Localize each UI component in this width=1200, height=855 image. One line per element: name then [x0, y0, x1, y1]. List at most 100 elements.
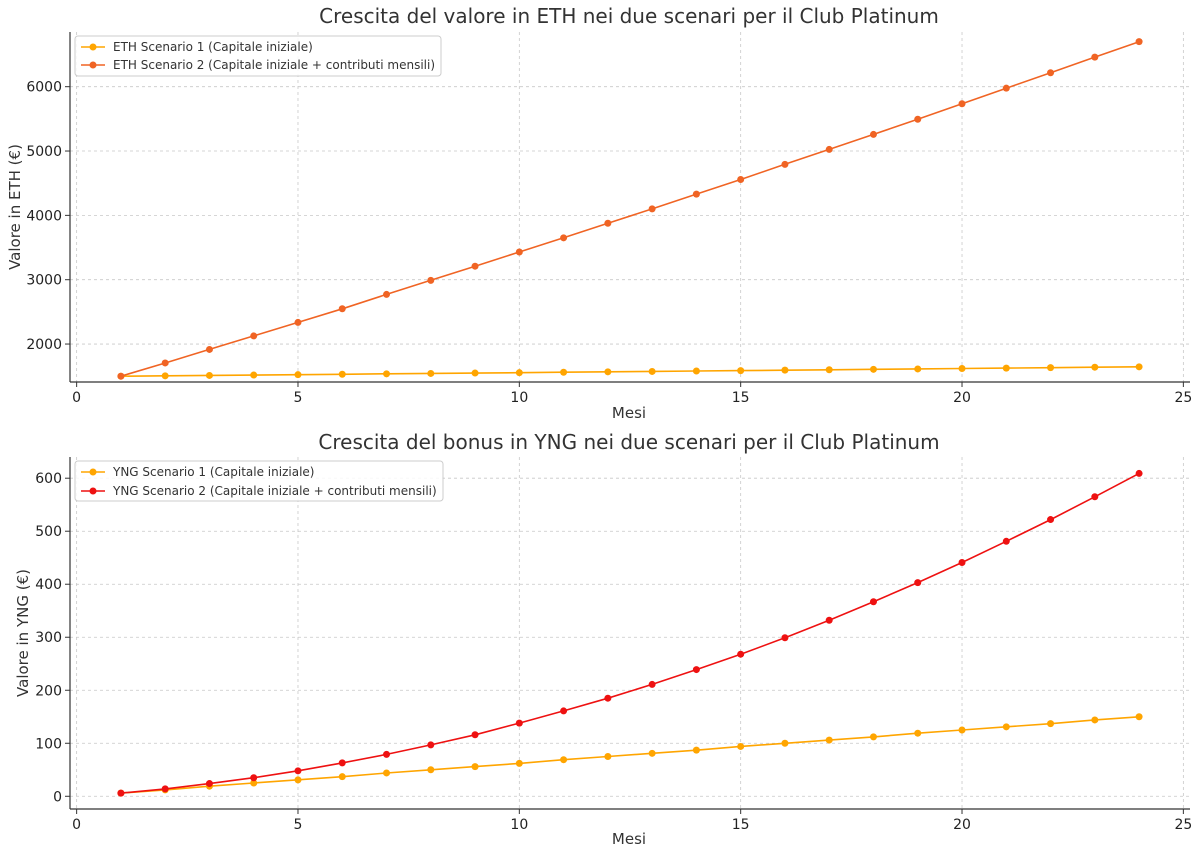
eth-series-2-point: [294, 318, 302, 326]
yng-legend-label-1: YNG Scenario 1 (Capitale iniziale): [112, 465, 314, 479]
eth-series-2-point: [205, 345, 213, 353]
eth-y-tick-label: 4000: [26, 208, 62, 224]
eth-series-2-point: [117, 372, 125, 380]
eth-series-2-point: [958, 100, 966, 108]
yng-series-1-point: [825, 736, 833, 744]
eth-series: [117, 38, 1143, 380]
yng-x-tick-label: 0: [72, 817, 81, 833]
yng-series-2-point: [205, 780, 213, 788]
eth-x-axis-label: Mesi: [612, 404, 646, 422]
yng-series-2-point: [604, 694, 612, 702]
yng-series-2-point: [338, 759, 346, 767]
eth-chart-title: Crescita del valore in ETH nei due scena…: [319, 4, 939, 28]
yng-y-tick-label: 200: [35, 683, 62, 699]
eth-x-tick-label: 20: [953, 390, 971, 406]
eth-series-1-point: [648, 367, 656, 375]
eth-series-1-point: [604, 368, 612, 376]
eth-series-1-point: [1135, 363, 1143, 371]
yng-series-2-line: [120, 472, 1140, 794]
yng-series-1-point: [1047, 720, 1055, 728]
eth-series-1-point: [1002, 364, 1010, 372]
eth-x-tick-label: 25: [1174, 390, 1192, 406]
yng-chart-title: Crescita del bonus in YNG nei due scenar…: [318, 430, 939, 454]
eth-series-1-line: [120, 366, 1140, 377]
yng-legend: YNG Scenario 1 (Capitale iniziale) YNG S…: [74, 460, 444, 502]
yng-series-1-point: [692, 746, 700, 754]
eth-series-1-point: [205, 371, 213, 379]
eth-legend-marker-1: [89, 43, 97, 51]
eth-series-1-point: [825, 366, 833, 374]
yng-series-2-point: [515, 719, 523, 727]
eth-legend-marker-2: [89, 61, 97, 69]
yng-legend-box: [74, 460, 444, 502]
yng-x-axis-label: Mesi: [612, 830, 646, 848]
yng-legend-marker-1: [89, 468, 97, 476]
yng-series-1-point: [958, 726, 966, 734]
yng-series-1-point: [914, 729, 922, 737]
eth-x-tick-label: 0: [72, 390, 81, 406]
yng-y-tick-label: 0: [53, 789, 62, 805]
yng-x-tick-label: 20: [953, 817, 971, 833]
yng-series-1-point: [648, 749, 656, 757]
eth-series-2-point: [250, 332, 258, 340]
yng-series-2-point: [869, 598, 877, 606]
yng-series-2-point: [560, 707, 568, 715]
eth-series-1-point: [869, 365, 877, 373]
yng-series-1-point: [1135, 713, 1143, 721]
eth-series-2-point: [692, 190, 700, 198]
eth-series-2-point: [427, 276, 435, 284]
eth-series-1-point: [560, 368, 568, 376]
eth-series-2-point: [648, 205, 656, 213]
yng-series-1-point: [250, 779, 258, 787]
yng-series-2-point: [825, 616, 833, 624]
yng-x-tick-label: 5: [294, 817, 303, 833]
yng-y-tick-label: 600: [35, 471, 62, 487]
eth-series-2-line: [120, 40, 1140, 377]
eth-series-1-point: [427, 369, 435, 377]
eth-legend: ETH Scenario 1 (Capitale iniziale) ETH S…: [74, 35, 442, 77]
yng-series-1-point: [383, 769, 391, 777]
eth-y-tick-label: 3000: [26, 273, 62, 289]
eth-series-2-point: [1002, 84, 1010, 92]
yng-series-1-point: [781, 739, 789, 747]
yng-series-2-point: [294, 767, 302, 775]
eth-series-1-point: [781, 366, 789, 374]
eth-series-2-point: [515, 248, 523, 256]
eth-chart: Crescita del valore in ETH nei due scena…: [6, 4, 1192, 422]
eth-series-2-point: [161, 359, 169, 367]
yng-series-1-point: [427, 766, 435, 774]
eth-y-tick-label: 5000: [26, 144, 62, 160]
eth-series-2-point: [1091, 53, 1099, 61]
eth-y-tick-label: 2000: [26, 337, 62, 353]
yng-series-2-point: [648, 680, 656, 688]
eth-grid: [70, 32, 1190, 382]
yng-series-2-point: [914, 579, 922, 587]
eth-series-1-point: [161, 372, 169, 380]
eth-ticks: 0 5 10 15 20 25 2000 3000 4000 5000 6000: [26, 80, 1192, 406]
yng-grid: [70, 457, 1190, 809]
yng-series-1-point: [604, 753, 612, 761]
eth-series-2-point: [338, 305, 346, 313]
eth-series-1-point: [515, 369, 523, 377]
yng-series-2-point: [427, 741, 435, 749]
eth-series-1-point: [294, 371, 302, 379]
yng-series-2-point: [781, 634, 789, 642]
yng-y-tick-label: 400: [35, 577, 62, 593]
eth-series-1-point: [471, 369, 479, 377]
eth-x-tick-label: 10: [510, 390, 528, 406]
yng-x-tick-label: 15: [732, 817, 750, 833]
eth-series-1-point: [914, 365, 922, 373]
yng-series-2-point: [958, 558, 966, 566]
eth-series-1-point: [958, 364, 966, 372]
eth-y-axis-label: Valore in ETH (€): [6, 144, 24, 270]
yng-series-2-point: [692, 666, 700, 674]
eth-y-tick-label: 6000: [26, 80, 62, 96]
yng-legend-label-2: YNG Scenario 2 (Capitale iniziale + cont…: [112, 484, 437, 498]
eth-series-1-point: [1047, 364, 1055, 372]
yng-series-2-point: [1091, 493, 1099, 501]
eth-series-2-point: [604, 219, 612, 227]
eth-series-2-point: [471, 262, 479, 270]
yng-chart: Crescita del bonus in YNG nei due scenar…: [14, 430, 1192, 848]
eth-series-2-point: [1047, 69, 1055, 77]
